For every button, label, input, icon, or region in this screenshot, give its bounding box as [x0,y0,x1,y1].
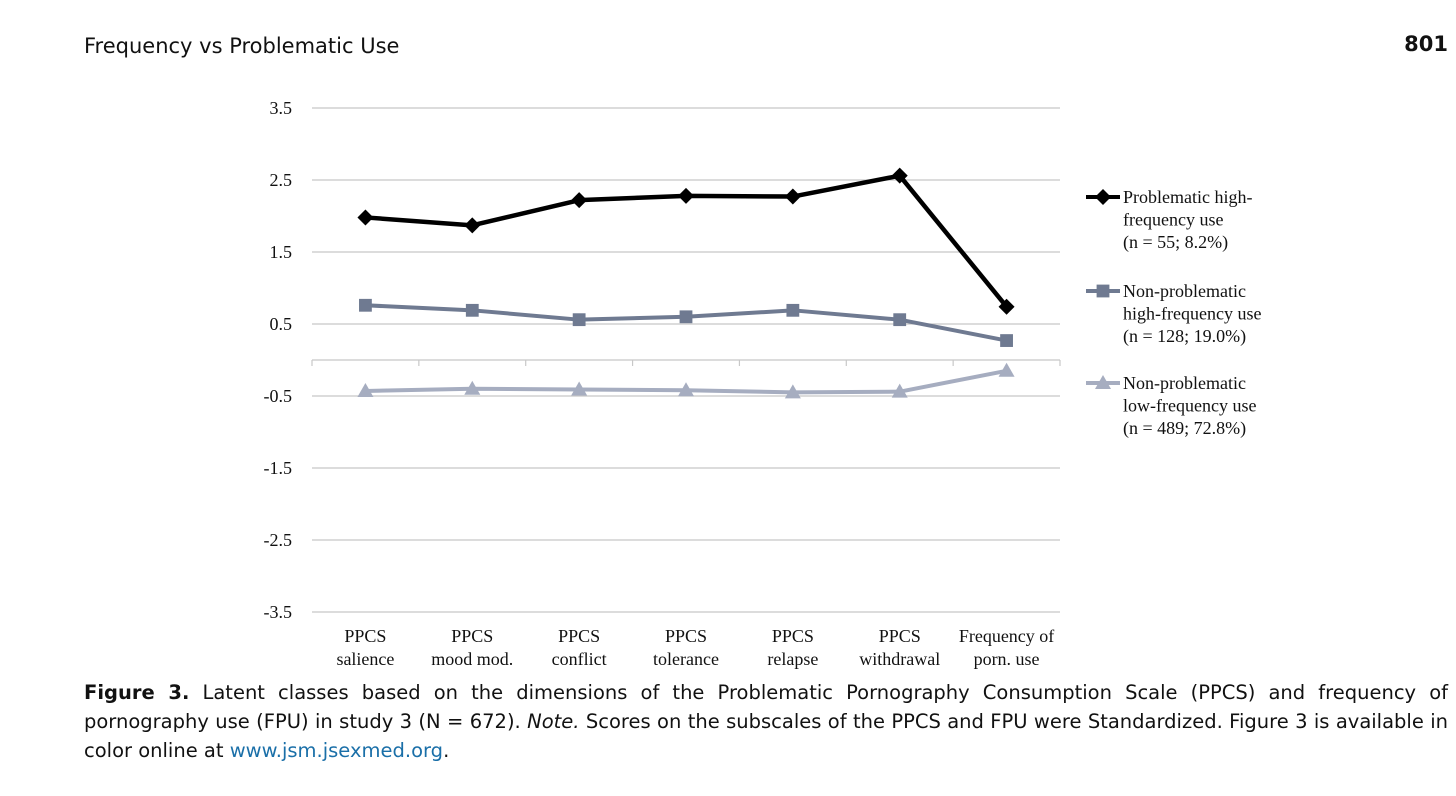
y-tick-label: -0.5 [264,386,293,406]
legend: Problematic high-frequency use(n = 55; 8… [1086,187,1261,439]
data-point-square [893,313,907,327]
y-tick-label: 3.5 [270,98,293,118]
running-header-title: Frequency vs Problematic Use [84,34,400,58]
y-tick-label: 2.5 [270,170,293,190]
figure-label: Figure 3. [84,681,190,704]
data-point-diamond [464,217,481,234]
gridlines [312,107,1060,613]
legend-label: (n = 55; 8.2%) [1123,232,1228,253]
y-tick-label: -2.5 [264,530,293,550]
x-category-label: salience [336,649,394,669]
series-lines [357,167,1015,399]
x-category-label: PPCS [451,626,493,646]
legend-label: low-frequency use [1123,396,1256,416]
data-point-triangle [784,384,801,399]
legend-label: frequency use [1123,210,1223,230]
x-category-label: PPCS [772,626,814,646]
figure-caption: Figure 3. Latent classes based on the di… [84,678,1448,765]
caption-text-part2: Scores on the subscales of the PPCS and … [84,710,1448,762]
data-point-triangle [678,382,694,397]
y-tick-label: 0.5 [270,314,293,334]
data-point-square [1000,334,1013,347]
legend-label: Non-problematic [1123,373,1246,393]
x-category-label: porn. use [974,649,1040,669]
x-category-label: PPCS [879,626,921,646]
caption-note-label: Note. [527,710,580,733]
data-point-square [465,303,479,317]
data-point-diamond [891,167,908,184]
legend-label: (n = 489; 72.8%) [1123,418,1246,439]
x-category-label: tolerance [653,649,719,669]
x-category-label: PPCS [558,626,600,646]
data-point-square [679,310,693,324]
legend-label: Problematic high- [1123,187,1252,207]
x-category-label: Frequency of [959,626,1054,646]
caption-link[interactable]: www.jsm.jsexmed.org [229,739,444,762]
data-point-square [786,303,800,317]
x-category-label: relapse [767,649,818,669]
data-point-diamond [571,192,588,209]
legend-label: Non-problematic [1123,281,1246,301]
data-point-triangle [571,381,588,396]
y-tick-label: 1.5 [270,242,293,262]
data-point-triangle [357,382,374,397]
data-point-triangle [891,383,908,398]
data-point-triangle [998,362,1015,377]
x-category-label: PPCS [344,626,386,646]
x-axis [311,359,1061,366]
data-point-square [359,298,372,312]
x-category-label: mood mod. [431,649,513,669]
data-point-diamond [1095,189,1111,205]
page-number: 801 [1404,32,1448,56]
data-point-square [1096,284,1110,298]
legend-label: (n = 128; 19.0%) [1123,326,1246,347]
data-point-diamond [678,187,694,204]
x-category-label: PPCS [665,626,707,646]
x-axis-category-labels: PPCS salience PPCS mood mod. PPCS conflict PPC… [336,626,1054,669]
y-axis-tick-labels: 3.5 2.5 1.5 0.5 -0.5 -1.5 -2.5 -3.5 [264,98,293,622]
y-tick-label: -1.5 [264,458,293,478]
x-category-label: conflict [552,649,607,669]
data-point-diamond [784,188,801,205]
data-point-square [572,313,586,327]
caption-text-part1: Latent classes based on the dimensions o… [84,681,1448,733]
data-point-diamond [357,209,374,226]
data-point-triangle [1095,375,1111,389]
y-tick-label: -3.5 [264,602,293,622]
data-point-diamond [998,298,1015,315]
legend-label: high-frequency use [1123,304,1261,324]
x-category-label: withdrawal [859,649,940,669]
data-point-triangle [464,380,481,395]
caption-text-end: . [443,739,450,762]
